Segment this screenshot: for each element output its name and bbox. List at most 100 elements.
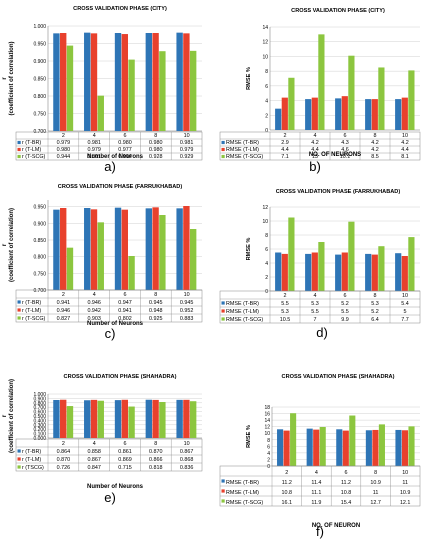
- data-label: 0.941: [118, 308, 132, 314]
- data-label: 0.864: [57, 449, 71, 455]
- y-tick-label: 14: [264, 418, 270, 424]
- bar: [176, 32, 183, 131]
- data-label: 0.858: [87, 449, 101, 455]
- y-tick-label: 0.500: [33, 414, 46, 420]
- data-label: 0.801: [87, 154, 101, 160]
- x-tick-label: 4: [93, 292, 96, 298]
- y-tick-label: 1.000: [33, 392, 46, 398]
- data-label: 5.5: [311, 309, 319, 315]
- y-tick-label: 0.850: [33, 77, 46, 83]
- bar: [371, 99, 378, 130]
- bar: [288, 217, 295, 291]
- legend-entry: r (T-BR): [22, 449, 41, 455]
- chart-a: CROSS VALIDATION PHASE (CITY)0.7000.7500…: [2, 6, 203, 174]
- data-label: 4.6: [341, 147, 349, 153]
- bar: [378, 424, 385, 466]
- data-label: 4.4: [281, 147, 289, 153]
- legend-swatch: [221, 499, 225, 503]
- bar: [349, 415, 356, 466]
- x-tick-label: 10: [402, 470, 408, 476]
- bar: [84, 400, 91, 438]
- data-label: 10.8: [341, 490, 352, 496]
- data-label: 6.4: [371, 317, 379, 323]
- legend-entry: r (TSCG): [22, 465, 44, 471]
- bar: [342, 430, 349, 466]
- bar: [290, 413, 297, 466]
- data-label: 8.1: [401, 154, 409, 160]
- y-tick-label: 0: [265, 128, 268, 134]
- x-tick-label: 2: [285, 470, 288, 476]
- bar: [66, 247, 74, 290]
- legend-swatch: [221, 309, 225, 313]
- y-tick-label: 12: [264, 425, 270, 431]
- legend-entry: r (T-SCG): [22, 316, 46, 322]
- bar: [114, 207, 122, 290]
- data-label: 5.4: [401, 301, 409, 307]
- bar: [53, 399, 60, 438]
- bar: [277, 429, 284, 466]
- data-label: 0.945: [149, 300, 163, 306]
- x-tick-label: 6: [124, 133, 127, 139]
- data-label: 0.861: [118, 449, 132, 455]
- data-label: 0.870: [57, 457, 71, 463]
- bar: [395, 253, 402, 291]
- bar: [341, 96, 348, 130]
- legend-swatch: [17, 308, 21, 312]
- bar: [311, 97, 318, 130]
- data-label: 0.847: [87, 465, 101, 471]
- data-label: 5.3: [371, 301, 379, 307]
- data-label: 11: [402, 480, 408, 486]
- bar: [365, 99, 372, 130]
- y-tick-label: 0.200: [33, 427, 46, 433]
- figure-caption: a): [104, 159, 116, 174]
- bar: [281, 253, 288, 291]
- x-axis-label: Number of Neurons: [87, 484, 144, 490]
- data-label: 0.981: [180, 140, 194, 146]
- data-label: 0.836: [180, 465, 194, 471]
- data-label: 0.883: [180, 316, 194, 322]
- y-axis-label-2: (coefficient of correlation): [9, 208, 15, 282]
- legend-entry: RMSE (T-BR): [226, 301, 259, 307]
- x-tick-label: 10: [402, 293, 408, 299]
- bar: [378, 67, 385, 130]
- data-label: 4.2: [371, 140, 379, 146]
- data-label: 0.944: [57, 154, 71, 160]
- x-axis-label: Number of Neurons: [87, 154, 144, 160]
- legend-swatch: [221, 489, 225, 493]
- x-tick-label: 10: [184, 441, 190, 447]
- bar: [60, 399, 67, 438]
- x-tick-label: 10: [402, 133, 408, 139]
- data-label: 11.2: [341, 480, 351, 486]
- data-label: 16.1: [282, 500, 293, 506]
- chart-d: CROSS VALIDATION PHASE (FARRUKHABAD) 0 2 4 6…: [219, 189, 421, 340]
- data-label: 10.1: [340, 154, 351, 160]
- bar: [365, 430, 372, 466]
- x-tick-label: 6: [344, 293, 347, 299]
- legend-entry: RMSE (T-BR): [226, 480, 259, 486]
- figure-caption: f): [316, 524, 324, 539]
- y-tick-label: 0.900: [33, 396, 46, 402]
- y-tick-label: 2: [265, 275, 268, 281]
- bar: [145, 399, 153, 438]
- bar: [288, 77, 295, 130]
- y-tick-label: 0.950: [33, 42, 46, 48]
- figure-caption: c): [105, 326, 116, 341]
- y-tick-label: 0.900: [33, 59, 46, 65]
- data-label: 11.9: [311, 500, 321, 506]
- y-axis-label-2: (coefficient of correlation): [9, 41, 15, 115]
- bar: [348, 221, 355, 291]
- bar: [128, 256, 135, 290]
- data-label: 13: [312, 154, 318, 160]
- bar: [53, 209, 60, 290]
- data-label: 0.942: [87, 308, 101, 314]
- data-label: 2.9: [281, 140, 289, 146]
- y-axis-label: RMSE %: [246, 425, 252, 448]
- figure-caption: e): [104, 490, 116, 505]
- data-label: 0.979: [180, 147, 194, 153]
- x-tick-label: 6: [345, 470, 348, 476]
- data-label: 0.903: [87, 316, 101, 322]
- data-label: 0.980: [149, 147, 163, 153]
- bar: [372, 429, 379, 466]
- chart-c: CROSS VALIDATION PHASE (FARRUKHABAD) 0.70…: [2, 184, 203, 341]
- bar: [66, 45, 74, 131]
